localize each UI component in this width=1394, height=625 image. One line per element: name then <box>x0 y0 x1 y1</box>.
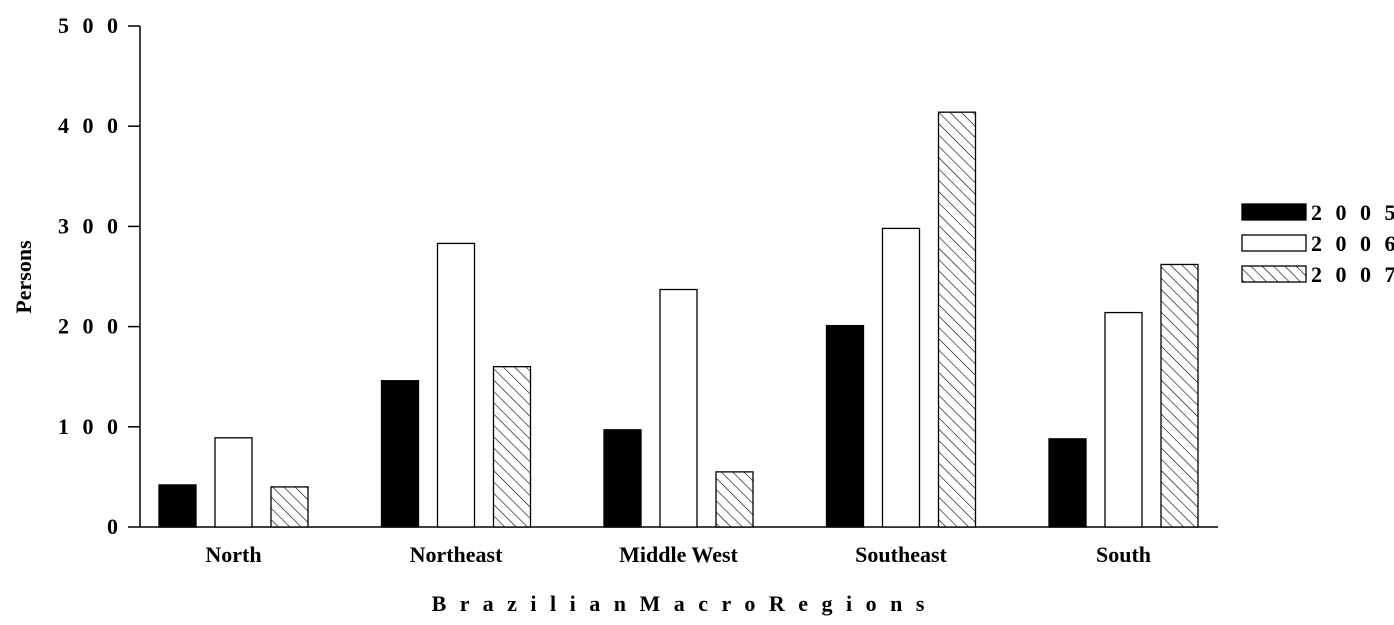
legend-label: 2 0 0 7 <box>1311 262 1394 287</box>
x-category-label: Northeast <box>410 542 504 567</box>
x-category-label: South <box>1096 542 1151 567</box>
x-category-label: Southeast <box>855 542 947 567</box>
y-tick-label: 2 0 0 <box>58 314 122 339</box>
bar-2005-north <box>158 484 197 528</box>
x-category-label: North <box>205 542 261 567</box>
bar-2006-north <box>214 437 253 528</box>
y-axis: 0 1 0 0 2 0 0 3 0 0 4 0 0 5 0 0 <box>58 13 141 539</box>
x-category-label: Middle West <box>619 542 738 567</box>
bar-2006-south <box>1104 311 1143 528</box>
legend-label: 2 0 0 5 <box>1311 200 1394 225</box>
y-tick-label: 5 0 0 <box>58 13 122 38</box>
legend-swatch <box>1241 203 1307 221</box>
bar-2005-middle-west <box>603 429 642 528</box>
bar-2006-middle-west <box>659 288 698 528</box>
y-tick-label: 3 0 0 <box>58 213 122 238</box>
legend-label: 2 0 0 6 <box>1311 231 1394 256</box>
bar-2005-south <box>1048 438 1087 528</box>
y-axis-title: Persons <box>11 240 36 314</box>
legend: 2 0 0 5 2 0 0 6 2 0 0 7 <box>1241 200 1394 287</box>
bar-2005-southeast <box>825 324 865 528</box>
legend-swatch <box>1241 234 1307 252</box>
bar-2007-north <box>270 486 309 528</box>
bar-2006-northeast <box>436 242 476 528</box>
y-tick-label: 0 <box>107 514 122 539</box>
x-axis-title: B r a z i l i a n M a c r o R e g i o n … <box>432 591 929 616</box>
bar-2007-northeast <box>492 366 532 528</box>
bar-2007-middle-west <box>715 471 754 528</box>
bar-2007-southeast <box>937 111 977 528</box>
bar-2007-south <box>1160 263 1199 528</box>
bars <box>158 111 1199 528</box>
legend-swatch <box>1241 265 1307 283</box>
category-labels: North Northeast Middle West Southeast South <box>205 542 1151 567</box>
bar-2006-southeast <box>881 227 921 528</box>
y-tick-label: 1 0 0 <box>58 414 122 439</box>
bar-2005-northeast <box>380 380 420 528</box>
y-tick-label: 4 0 0 <box>58 113 122 138</box>
